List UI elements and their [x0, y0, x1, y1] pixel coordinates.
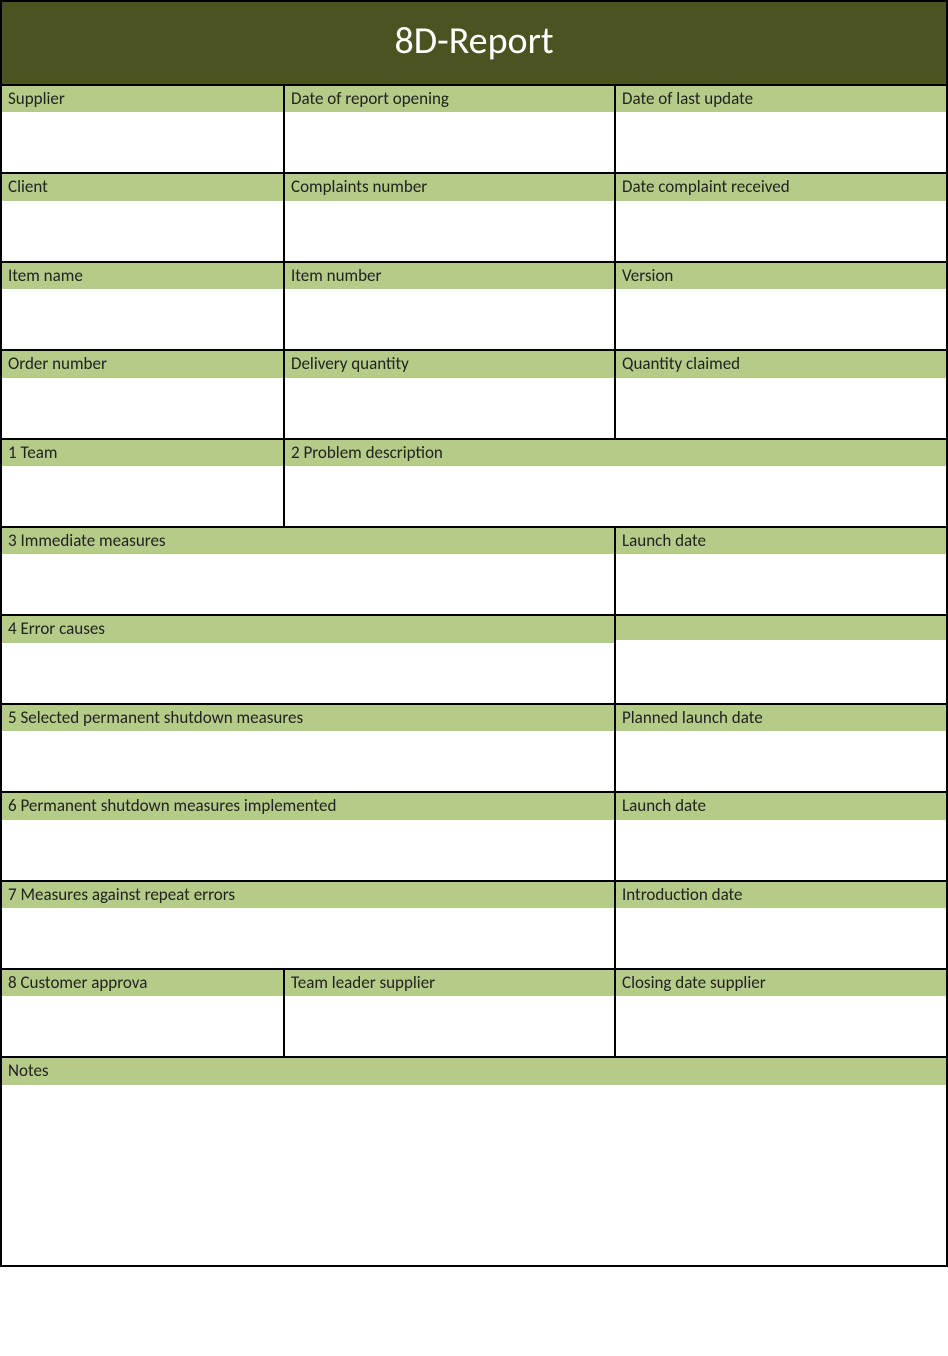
cell-repeat-errors: 7 Measures against repeat errors — [2, 882, 616, 968]
value-error-causes-side[interactable] — [616, 640, 946, 702]
cell-version: Version — [616, 263, 946, 349]
cell-team: 1 Team — [2, 440, 285, 526]
label-permanent-measures: 5 Selected permanent shutdown measures — [2, 705, 614, 731]
cell-launch-date-1: Launch date — [616, 528, 946, 614]
cell-delivery-quantity: Delivery quantity — [285, 351, 616, 437]
label-repeat-errors: 7 Measures against repeat errors — [2, 882, 614, 908]
cell-complaint-received: Date complaint received — [616, 174, 946, 260]
label-error-causes-side — [616, 616, 946, 640]
value-complaints-number[interactable] — [285, 201, 614, 261]
row-implemented-measures: 6 Permanent shutdown measures implemente… — [2, 793, 946, 881]
cell-permanent-measures: 5 Selected permanent shutdown measures — [2, 705, 616, 791]
label-team: 1 Team — [2, 440, 283, 466]
cell-customer-approval: 8 Customer approva — [2, 970, 285, 1056]
row-client: Client Complaints number Date complaint … — [2, 174, 946, 262]
row-approval: 8 Customer approva Team leader supplier … — [2, 970, 946, 1058]
value-item-name[interactable] — [2, 289, 283, 349]
value-supplier[interactable] — [2, 112, 283, 172]
label-supplier: Supplier — [2, 86, 283, 112]
cell-report-opening: Date of report opening — [285, 86, 616, 172]
value-client[interactable] — [2, 201, 283, 261]
label-complaint-received: Date complaint received — [616, 174, 946, 200]
value-problem-description[interactable] — [285, 466, 946, 526]
value-team-leader[interactable] — [285, 996, 614, 1056]
label-customer-approval: 8 Customer approva — [2, 970, 283, 996]
cell-problem-description: 2 Problem description — [285, 440, 946, 526]
label-order-number: Order number — [2, 351, 283, 377]
cell-client: Client — [2, 174, 285, 260]
row-order: Order number Delivery quantity Quantity … — [2, 351, 946, 439]
value-closing-date[interactable] — [616, 996, 946, 1056]
value-introduction-date[interactable] — [616, 908, 946, 968]
value-planned-launch-date[interactable] — [616, 731, 946, 791]
value-delivery-quantity[interactable] — [285, 378, 614, 438]
value-launch-date-2[interactable] — [616, 820, 946, 880]
cell-item-name: Item name — [2, 263, 285, 349]
row-supplier: Supplier Date of report opening Date of … — [2, 86, 946, 174]
cell-supplier: Supplier — [2, 86, 285, 172]
value-report-opening[interactable] — [285, 112, 614, 172]
value-version[interactable] — [616, 289, 946, 349]
cell-error-causes: 4 Error causes — [2, 616, 616, 702]
value-permanent-measures[interactable] — [2, 731, 614, 791]
value-quantity-claimed[interactable] — [616, 378, 946, 438]
cell-order-number: Order number — [2, 351, 285, 437]
row-permanent-measures: 5 Selected permanent shutdown measures P… — [2, 705, 946, 793]
value-launch-date-1[interactable] — [616, 554, 946, 614]
cell-complaints-number: Complaints number — [285, 174, 616, 260]
cell-planned-launch-date: Planned launch date — [616, 705, 946, 791]
row-team-problem: 1 Team 2 Problem description — [2, 440, 946, 528]
label-implemented-measures: 6 Permanent shutdown measures implemente… — [2, 793, 614, 819]
label-client: Client — [2, 174, 283, 200]
value-order-number[interactable] — [2, 378, 283, 438]
label-team-leader: Team leader supplier — [285, 970, 614, 996]
report-form: 8D-Report Supplier Date of report openin… — [0, 0, 948, 1267]
value-repeat-errors[interactable] — [2, 908, 614, 968]
label-last-update: Date of last update — [616, 86, 946, 112]
value-immediate-measures[interactable] — [2, 554, 614, 614]
cell-item-number: Item number — [285, 263, 616, 349]
value-error-causes[interactable] — [2, 643, 614, 703]
cell-introduction-date: Introduction date — [616, 882, 946, 968]
label-report-opening: Date of report opening — [285, 86, 614, 112]
cell-immediate-measures: 3 Immediate measures — [2, 528, 616, 614]
label-notes: Notes — [2, 1058, 946, 1084]
label-launch-date-1: Launch date — [616, 528, 946, 554]
cell-closing-date: Closing date supplier — [616, 970, 946, 1056]
value-team[interactable] — [2, 466, 283, 526]
cell-error-causes-side — [616, 616, 946, 702]
row-repeat-errors: 7 Measures against repeat errors Introdu… — [2, 882, 946, 970]
label-error-causes: 4 Error causes — [2, 616, 614, 642]
value-complaint-received[interactable] — [616, 201, 946, 261]
cell-launch-date-2: Launch date — [616, 793, 946, 879]
cell-quantity-claimed: Quantity claimed — [616, 351, 946, 437]
row-immediate-measures: 3 Immediate measures Launch date — [2, 528, 946, 616]
value-customer-approval[interactable] — [2, 996, 283, 1056]
cell-last-update: Date of last update — [616, 86, 946, 172]
cell-implemented-measures: 6 Permanent shutdown measures implemente… — [2, 793, 616, 879]
label-delivery-quantity: Delivery quantity — [285, 351, 614, 377]
label-complaints-number: Complaints number — [285, 174, 614, 200]
label-item-name: Item name — [2, 263, 283, 289]
cell-notes: Notes — [2, 1058, 946, 1264]
label-launch-date-2: Launch date — [616, 793, 946, 819]
label-immediate-measures: 3 Immediate measures — [2, 528, 614, 554]
cell-team-leader: Team leader supplier — [285, 970, 616, 1056]
label-planned-launch-date: Planned launch date — [616, 705, 946, 731]
row-item: Item name Item number Version — [2, 263, 946, 351]
row-notes: Notes — [2, 1058, 946, 1264]
label-quantity-claimed: Quantity claimed — [616, 351, 946, 377]
label-problem-description: 2 Problem description — [285, 440, 946, 466]
value-notes[interactable] — [2, 1085, 946, 1265]
value-item-number[interactable] — [285, 289, 614, 349]
value-implemented-measures[interactable] — [2, 820, 614, 880]
label-version: Version — [616, 263, 946, 289]
label-closing-date: Closing date supplier — [616, 970, 946, 996]
label-introduction-date: Introduction date — [616, 882, 946, 908]
row-error-causes: 4 Error causes — [2, 616, 946, 704]
report-title: 8D-Report — [2, 2, 946, 86]
value-last-update[interactable] — [616, 112, 946, 172]
label-item-number: Item number — [285, 263, 614, 289]
